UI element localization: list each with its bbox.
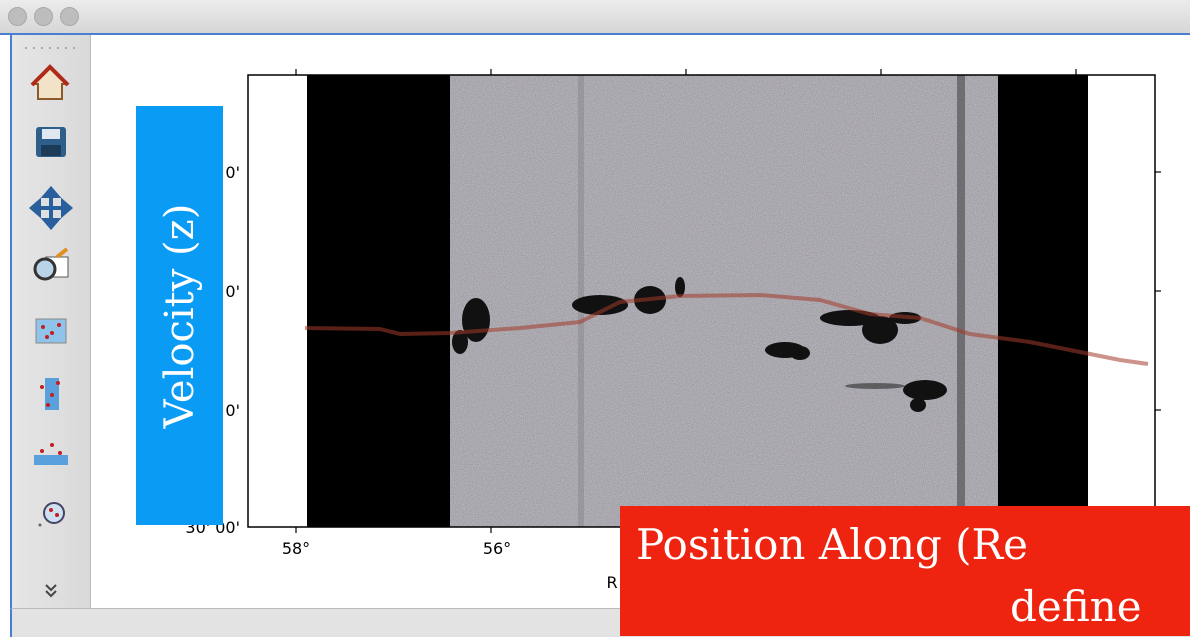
- save-button[interactable]: [36, 127, 66, 157]
- subplots-button[interactable]: [35, 318, 67, 344]
- y-tick-label: 0': [225, 163, 240, 182]
- image: [304, 75, 1149, 527]
- x-tick-label: 58°: [282, 539, 310, 558]
- more-button[interactable]: [45, 584, 57, 598]
- home-button[interactable]: [30, 64, 70, 100]
- position-label-line: Position Along (Re: [636, 520, 1029, 569]
- toolbar-icons: [25, 47, 75, 598]
- marker-button[interactable]: [38, 502, 65, 527]
- zoom-button[interactable]: [33, 247, 69, 281]
- y-tick-label: 0': [225, 401, 240, 420]
- velocity-overlay: Velocity (z): [136, 106, 223, 525]
- toolbar: [10, 35, 91, 608]
- plot-canvas: 58° 56° 0' 0' 0' 30' 00' R: [185, 69, 1161, 592]
- axis-button[interactable]: [34, 443, 68, 465]
- title-bar: [0, 0, 1190, 35]
- xy-scale-button[interactable]: [40, 378, 60, 410]
- x-axis-label: R: [606, 573, 617, 592]
- y-tick-label: 0': [225, 282, 240, 301]
- ticks: [295, 69, 1161, 533]
- velocity-label: Velocity (z): [156, 203, 203, 428]
- position-overlay: Position Along (Re define: [620, 506, 1190, 636]
- minimize-button[interactable]: [34, 7, 53, 26]
- pan-button[interactable]: [28, 185, 74, 231]
- x-tick-label: 56°: [483, 539, 511, 558]
- close-button[interactable]: [8, 7, 27, 26]
- position-label-line: define: [1010, 582, 1142, 631]
- zoom-button[interactable]: [60, 7, 79, 26]
